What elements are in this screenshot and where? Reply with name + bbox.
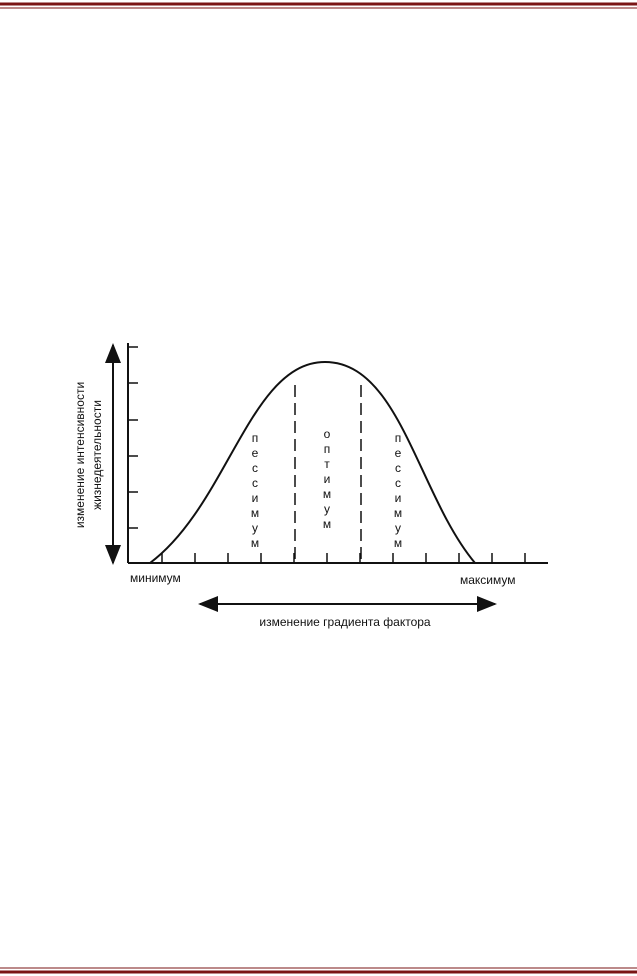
min-label: минимум [130, 571, 181, 585]
x-axis-label: изменение градиента фактора [259, 615, 431, 629]
y-axis-label: жизнедеятельности [90, 400, 104, 510]
tolerance-curve [149, 360, 476, 564]
y-axis-label: изменение интенсивности [73, 382, 87, 528]
max-label: максимум [460, 573, 516, 587]
ticks [128, 346, 526, 563]
